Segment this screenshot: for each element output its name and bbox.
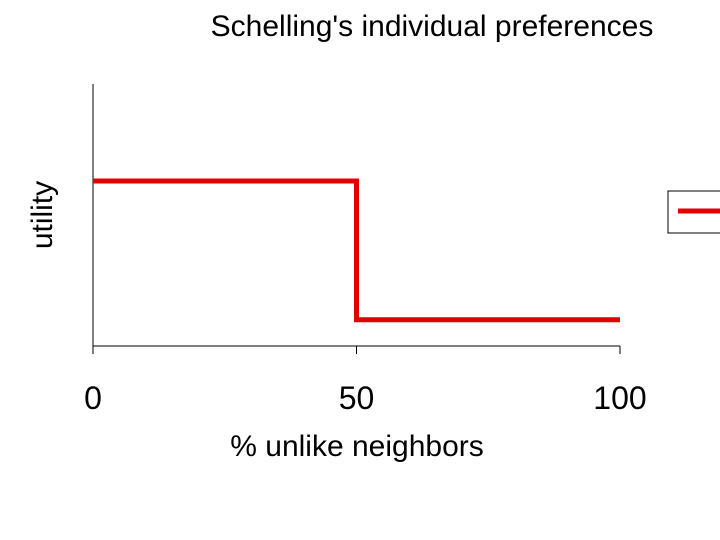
chart-title: Schelling's individual preferences [211,10,654,43]
x-axis-label: % unlike neighbors [230,430,484,463]
x-tick-label: 50 [339,380,375,416]
plot-area: 0 50 100 [84,84,647,416]
series-layer [93,178,620,323]
x-tick-label: 100 [593,380,646,416]
legend [667,190,720,234]
x-ticks: 0 50 100 [84,346,647,416]
series-line [93,178,620,323]
x-tick-label: 0 [84,380,102,416]
y-axis-label: utility [26,181,59,249]
